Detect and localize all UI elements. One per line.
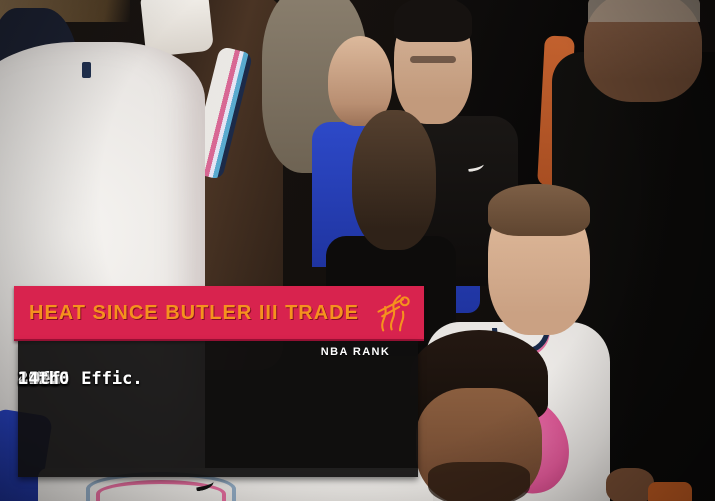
stat-row-wl: W-L 4-14 28th [18,365,418,393]
stat-value: 112.0 [18,369,70,389]
player-bottom-beard [428,462,530,501]
nba-logo-tag [82,62,91,78]
right-man-gray-hair [588,0,700,22]
heat-flame-logo-icon [377,294,410,332]
stat-label: W-L [30,369,61,389]
orange-object-bottom-right [648,482,692,501]
stat-header-bar: HEAT SINCE BUTLER III TRADE [14,286,424,341]
player-right-hair [488,184,590,236]
stat-label: Def. Effic. [30,369,143,389]
stat-label: Off. Effic. [30,369,143,389]
jersey-piping-pink [96,480,226,501]
stat-value: 108.6 [18,369,70,389]
referee-brow-shadow [410,56,456,63]
stat-rank: 29th [18,369,59,389]
stat-row-off-effic: Off. Effic. 108.6 29th [18,365,418,393]
rank-column-header: NBA RANK [320,346,391,358]
hand-bottom-right [606,468,654,501]
referee-hair [394,0,472,42]
stat-rank: 14th [18,369,59,389]
stat-row-def-effic: Def. Effic. 112.0 14th [18,365,418,393]
stat-label: PPG [30,369,61,389]
stat-rank: 28th [18,369,59,389]
stat-value: 104.8 [18,369,70,389]
stat-rank: 29th [18,369,59,389]
foreground-bald-head [352,110,436,250]
stat-table: NBA RANK W-L 4-14 28th PPG 104.8 29th Of… [18,341,418,477]
stat-header-title: HEAT SINCE BUTLER III TRADE [29,302,359,324]
stat-row-ppg: PPG 104.8 29th [18,365,418,393]
stat-value: 4-14 [18,369,59,389]
